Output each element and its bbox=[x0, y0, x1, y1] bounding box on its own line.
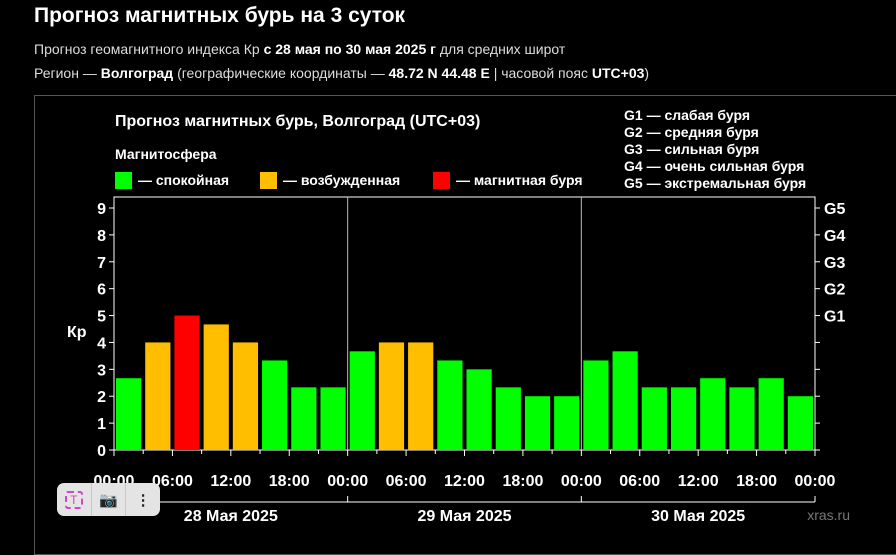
region-info: Регион — Волгоград (географические коорд… bbox=[34, 65, 650, 81]
y-tick-label: 2 bbox=[97, 389, 106, 406]
kp-bar bbox=[524, 396, 551, 450]
g-legend-item: G3 — сильная буря bbox=[624, 141, 759, 157]
plot-area bbox=[113, 196, 816, 451]
g-tick-label: G2 bbox=[824, 282, 845, 299]
legend-swatch bbox=[115, 172, 132, 189]
kp-bar bbox=[174, 315, 200, 450]
g-legend-item: G1 — слабая буря bbox=[624, 107, 750, 123]
x-tick-label: 12:00 bbox=[444, 473, 485, 490]
page-title: Прогноз магнитных бурь на 3 суток bbox=[34, 4, 406, 27]
forecast-subtitle: Прогноз геомагнитного индекса Кр с 28 ма… bbox=[34, 41, 566, 57]
kp-bar bbox=[583, 360, 609, 450]
chart-title: Прогноз магнитных бурь, Волгоград (UTC+0… bbox=[115, 113, 480, 130]
y-tick-label: 1 bbox=[97, 416, 106, 433]
g-legend-item: G4 — очень сильная буря bbox=[624, 158, 804, 174]
kp-bar bbox=[700, 378, 726, 450]
watermark: xras.ru bbox=[807, 507, 850, 523]
x-tick-label: 18:00 bbox=[736, 473, 777, 490]
g-legend-item: G5 — экстремальная буря bbox=[624, 175, 806, 191]
g-tick-label: G5 bbox=[824, 201, 845, 218]
legend-title: Магнитосфера bbox=[115, 146, 217, 162]
day-label: 30 Мая 2025 bbox=[651, 508, 745, 525]
day-label: 28 Мая 2025 bbox=[184, 508, 278, 525]
text-recognition-button[interactable]: T bbox=[57, 483, 92, 516]
kp-bar bbox=[116, 378, 142, 450]
screenshot-button[interactable]: 📷 bbox=[92, 483, 127, 516]
x-tick-label: 00:00 bbox=[561, 473, 602, 490]
kp-bar bbox=[670, 387, 697, 450]
kp-bar bbox=[291, 387, 317, 450]
kp-bar bbox=[554, 396, 580, 450]
kp-bar bbox=[408, 342, 434, 450]
y-tick-label: 6 bbox=[97, 282, 106, 299]
x-tick-label: 18:00 bbox=[269, 473, 310, 490]
kp-bar bbox=[495, 387, 521, 450]
y-tick-label: 3 bbox=[97, 362, 106, 379]
g-tick-label: G3 bbox=[824, 255, 845, 272]
g-tick-label: G1 bbox=[824, 309, 845, 326]
y-tick-label: 8 bbox=[97, 228, 106, 245]
x-tick-label: 18:00 bbox=[502, 473, 543, 490]
kp-bar bbox=[145, 342, 171, 450]
kp-bar bbox=[349, 351, 375, 450]
legend-label: — возбужденная bbox=[283, 172, 400, 188]
more-button[interactable]: ⋮ bbox=[126, 483, 160, 516]
text-icon: T bbox=[65, 490, 83, 509]
x-tick-label: 00:00 bbox=[795, 473, 836, 490]
x-tick-label: 12:00 bbox=[678, 473, 719, 490]
y-tick-label: 4 bbox=[97, 335, 106, 352]
legend-swatch bbox=[260, 172, 277, 189]
kp-bar bbox=[262, 360, 288, 450]
kp-bar bbox=[612, 351, 638, 450]
kp-bar bbox=[787, 396, 813, 450]
y-tick-label: 7 bbox=[97, 255, 106, 272]
kp-bar bbox=[232, 342, 259, 450]
legend-label: — магнитная буря bbox=[456, 172, 583, 188]
kp-bar bbox=[437, 360, 463, 450]
y-axis-label: Кр bbox=[67, 324, 87, 341]
camera-icon: 📷 bbox=[99, 491, 118, 509]
kp-bar bbox=[641, 387, 667, 450]
y-tick-label: 9 bbox=[97, 201, 106, 218]
x-tick-label: 06:00 bbox=[386, 473, 427, 490]
kp-bar bbox=[320, 387, 346, 450]
kp-bar bbox=[203, 324, 229, 450]
more-icon: ⋮ bbox=[135, 491, 151, 509]
y-tick-label: 0 bbox=[97, 443, 106, 460]
legend-swatch bbox=[433, 172, 450, 189]
kp-bar bbox=[378, 342, 405, 450]
x-tick-label: 06:00 bbox=[619, 473, 660, 490]
kp-bar bbox=[758, 378, 784, 450]
y-tick-label: 5 bbox=[97, 309, 106, 326]
g-tick-label: G4 bbox=[824, 228, 845, 245]
x-tick-label: 00:00 bbox=[327, 473, 368, 490]
g-legend-item: G2 — средняя буря bbox=[624, 124, 759, 140]
floating-toolbar: T 📷 ⋮ bbox=[57, 483, 160, 516]
legend-label: — спокойная bbox=[138, 172, 229, 188]
kp-bar bbox=[729, 387, 755, 450]
x-tick-label: 06:00 bbox=[152, 473, 193, 490]
kp-chart: Прогноз магнитных бурь, Волгоград (UTC+0… bbox=[67, 107, 850, 525]
x-tick-label: 12:00 bbox=[210, 473, 251, 490]
day-label: 29 Мая 2025 bbox=[417, 508, 511, 525]
kp-bar bbox=[466, 369, 492, 450]
